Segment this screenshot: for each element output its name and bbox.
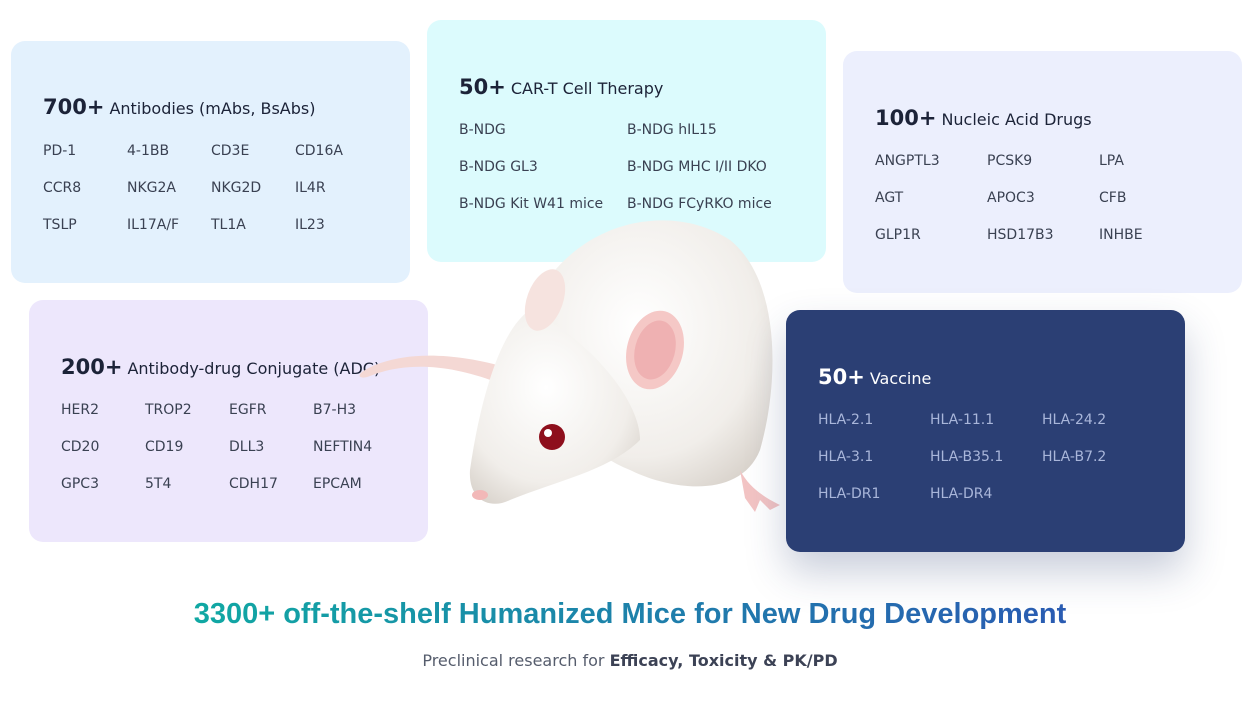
headline: 3300+ off-the-shelf Humanized Mice for N… (0, 598, 1260, 631)
card-count: 200+ (61, 355, 123, 379)
card-heading: 100+ Nucleic Acid Drugs (875, 106, 1092, 130)
item-label: HER2 (61, 402, 100, 418)
item-label: IL23 (295, 217, 325, 233)
item-label: B-NDG FCyRKO mice (627, 196, 772, 212)
item-list: ANGPTL3 PCSK9 LPA AGT APOC3 CFB GLP1R HSD17B3 IN… (875, 152, 1211, 263)
item-label: B-NDG GL3 (459, 159, 538, 175)
item-label: TSLP (43, 217, 77, 233)
item-label: B-NDG Kit W41 mice (459, 196, 604, 212)
item-list: B-NDG B-NDG hIL15 B-NDG GL3 B-NDG MHC I/II … (459, 121, 795, 232)
item-label: PD-1 (43, 143, 77, 159)
category-card: 50+ CAR-T Cell Therapy B-NDG B-NDG hIL15 B-N… (427, 20, 826, 262)
item-label: TROP2 (145, 402, 192, 418)
card-heading: 50+ Vaccine (818, 365, 931, 389)
card-heading: 700+ Antibodies (mAbs, BsAbs) (43, 95, 315, 119)
item-label: EGFR (229, 402, 267, 418)
item-label: 5T4 (145, 476, 172, 492)
item-label: GPC3 (61, 476, 99, 492)
subtitle: Preclinical research for Efficacy, Toxic… (0, 651, 1260, 670)
card-heading: 200+ Antibody-drug Conjugate (ADC) (61, 355, 380, 379)
item-label: HLA-11.1 (930, 412, 995, 428)
item-label: EPCAM (313, 476, 362, 492)
item-label: APOC3 (987, 190, 1035, 206)
item-label: B-NDG MHC I/II DKO (627, 159, 767, 175)
card-count: 700+ (43, 95, 105, 119)
item-label: GLP1R (875, 227, 921, 243)
item-label: CD16A (295, 143, 343, 159)
item-list: HLA-2.1 HLA-11.1 HLA-24.2 HLA-3.1 HLA-B35.1 H… (818, 411, 1154, 522)
card-heading: 50+ CAR-T Cell Therapy (459, 75, 663, 99)
card-title: Antibody-drug Conjugate (ADC) (127, 359, 381, 378)
item-label: CDH17 (229, 476, 278, 492)
item-label: HLA-DR4 (930, 486, 993, 502)
item-list: HER2 TROP2 EGFR B7-H3 CD20 CD19 DLL3 NEFTIN4 GPC… (61, 401, 397, 512)
item-label: NKG2D (211, 180, 262, 196)
subtitle-emphasis: Efficacy, Toxicity & PK/PD (609, 651, 838, 670)
item-label: HLA-B7.2 (1042, 449, 1107, 465)
item-label: CD19 (145, 439, 184, 455)
item-label: CFB (1099, 190, 1127, 206)
card-count: 50+ (818, 365, 865, 389)
item-list: PD-1 4-1BB CD3E CD16A CCR8 NKG2A NKG2D IL4R TSLP… (43, 142, 379, 253)
card-count: 50+ (459, 75, 506, 99)
item-label: CCR8 (43, 180, 82, 196)
item-label: ANGPTL3 (875, 153, 940, 169)
item-label: B7-H3 (313, 402, 356, 418)
category-card: 200+ Antibody-drug Conjugate (ADC) HER2 TRO… (29, 300, 428, 542)
item-label: AGT (875, 190, 904, 206)
item-label: HSD17B3 (987, 227, 1054, 243)
item-label: NKG2A (127, 180, 176, 196)
item-label: HLA-24.2 (1042, 412, 1107, 428)
item-label: CD20 (61, 439, 100, 455)
headline-text: 3300+ off-the-shelf Humanized Mice for N… (193, 598, 1067, 630)
item-label: LPA (1099, 153, 1124, 169)
subtitle-text: Preclinical research for (422, 651, 605, 670)
item-label: CD3E (211, 143, 250, 159)
card-title: Nucleic Acid Drugs (941, 110, 1092, 129)
item-label: INHBE (1099, 227, 1143, 243)
item-label: HLA-DR1 (818, 486, 881, 502)
item-label: HLA-2.1 (818, 412, 874, 428)
category-card: 100+ Nucleic Acid Drugs ANGPTL3 PCSK9 LPA AGT… (843, 51, 1242, 293)
mouse-illustration (359, 220, 780, 512)
item-label: IL17A/F (127, 217, 180, 233)
item-label: DLL3 (229, 439, 265, 455)
category-card: 50+ Vaccine HLA-2.1 HLA-11.1 HLA-24.2 HLA-3.1… (786, 310, 1185, 552)
item-label: PCSK9 (987, 153, 1033, 169)
card-title: CAR-T Cell Therapy (510, 79, 664, 98)
card-title: Vaccine (869, 369, 932, 388)
item-label: B-NDG (459, 122, 506, 138)
item-label: B-NDG hIL15 (627, 122, 717, 138)
item-label: TL1A (211, 217, 246, 233)
card-count: 100+ (875, 106, 937, 130)
item-label: 4-1BB (127, 143, 170, 159)
item-label: IL4R (295, 180, 326, 196)
card-title: Antibodies (mAbs, BsAbs) (109, 99, 316, 118)
item-label: NEFTIN4 (313, 439, 373, 455)
item-label: HLA-B35.1 (930, 449, 1004, 465)
item-label: HLA-3.1 (818, 449, 874, 465)
category-card: 700+ Antibodies (mAbs, BsAbs) PD-1 4-1BB CD3… (11, 41, 410, 283)
